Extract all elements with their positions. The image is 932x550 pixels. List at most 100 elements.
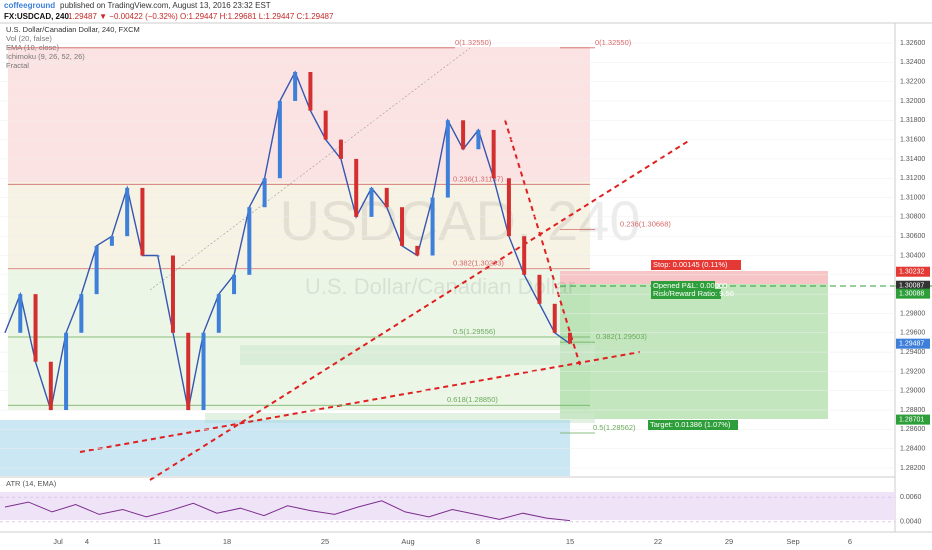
atr-line (4, 500, 571, 522)
x-tick-label: 6 (848, 537, 852, 546)
price-tag-label: 1.29487 (899, 341, 924, 348)
candle (323, 110, 328, 140)
candle (476, 129, 481, 150)
x-tick-label: 18 (223, 537, 231, 546)
atr-band (0, 492, 895, 520)
fib-label: 0(1.32550) (595, 38, 632, 47)
x-tick-label: 11 (153, 537, 161, 546)
y-tick-label: 1.31600 (900, 136, 925, 143)
author: coffeeground (4, 1, 55, 10)
candle (552, 303, 557, 333)
range-box (240, 345, 595, 365)
candle (79, 294, 84, 333)
price-tag (896, 414, 930, 425)
candle (522, 236, 527, 275)
price-tag (896, 266, 930, 277)
price-tag-label: 1.30087 (899, 283, 924, 290)
x-tick-label: Sep (786, 537, 799, 546)
candle (201, 332, 206, 411)
candle (18, 294, 23, 333)
candle (33, 294, 38, 362)
candle (400, 207, 405, 246)
candle (293, 71, 298, 101)
y-tick-label: 1.30800 (900, 214, 925, 221)
y-tick-label: 1.32400 (900, 59, 925, 66)
y-tick-label: 1.28200 (900, 465, 925, 472)
position-box (651, 289, 721, 299)
y-tick-label: 1.30600 (900, 233, 925, 240)
y-tick-label: 1.29000 (900, 388, 925, 395)
x-tick-label: 15 (566, 537, 574, 546)
volume-area (0, 420, 570, 476)
candle (247, 207, 252, 275)
position-label: Risk/Reward Ratio: 9.56 (653, 289, 734, 298)
candle (369, 187, 374, 217)
position-box (648, 420, 738, 430)
candle (430, 197, 435, 256)
trend-line (504, 119, 581, 366)
y-tick-label: 1.30400 (900, 252, 925, 259)
trend-line (79, 351, 641, 453)
candle (64, 332, 69, 411)
fib-label: 0.236(1.30668) (620, 220, 671, 229)
candle (338, 139, 343, 159)
watermark: USDCAD, 240 (279, 189, 640, 252)
x-tick-label: 8 (476, 537, 480, 546)
price-tag-label: 1.28701 (899, 416, 924, 423)
y-tick-label: 1.28400 (900, 446, 925, 453)
candle (415, 245, 420, 256)
y-tick-label: 1.32000 (900, 98, 925, 105)
x-tick-label: 29 (725, 537, 733, 546)
price-tag (896, 280, 930, 291)
y-tick-label: 1.29600 (900, 330, 925, 337)
fib-label: 0.5(1.28562) (593, 423, 636, 432)
candle (109, 236, 114, 246)
candle (354, 158, 359, 217)
y-tick-label: 1.29400 (900, 349, 925, 356)
x-tick-label: Aug (401, 537, 414, 546)
x-tick-label: 4 (85, 537, 89, 546)
atr-tick-label: 0.0040 (900, 519, 922, 526)
legend-item: U.S. Dollar/Canadian Dollar, 240, FXCM (6, 25, 140, 34)
fib-label: 0.382(1.30263) (453, 259, 504, 268)
y-tick-label: 1.29800 (900, 310, 925, 317)
legend-item: Ichimoku (9, 26, 52, 26) (6, 52, 85, 61)
price-line (4, 70, 571, 411)
candle (48, 361, 53, 411)
price-tag-label: 1.30232 (899, 269, 924, 276)
fib-label: 0.5(1.29556) (453, 327, 496, 336)
y-tick-label: 1.28800 (900, 407, 925, 414)
trend-line (149, 139, 691, 481)
zone-red (8, 47, 590, 182)
y-tick-label: 1.31400 (900, 156, 925, 163)
candle (491, 129, 496, 179)
candle (568, 332, 572, 344)
fib-label: 0.382(1.29503) (596, 332, 647, 341)
range-box (205, 413, 595, 423)
symbol: FX:USDCAD, 240 (4, 12, 69, 21)
candle (186, 332, 191, 411)
y-tick-label: 1.29200 (900, 368, 925, 375)
y-tick-label: 1.31200 (900, 175, 925, 182)
fib-label: 0.236(1.31137) (453, 174, 504, 183)
x-tick-label: 25 (321, 537, 329, 546)
atr-title: ATR (14, EMA) (6, 479, 57, 488)
candle (155, 255, 160, 257)
y-tick-label: 1.32600 (900, 40, 925, 47)
y-tick-label: 1.28600 (900, 426, 925, 433)
candle (461, 120, 466, 150)
fib-trend (149, 47, 471, 291)
price-tag-label: 1.30088 (899, 290, 924, 297)
y-tick-label: 1.31000 (900, 194, 925, 201)
position-label: Opened P&L: 0.00000 (653, 281, 727, 290)
y-tick-label: 1.31800 (900, 117, 925, 124)
candle (232, 274, 237, 295)
legend-item: Fractal (6, 61, 29, 70)
fib-label: 0(1.32550) (455, 38, 492, 47)
candle (94, 245, 99, 295)
candle (506, 178, 511, 237)
candle (384, 187, 389, 208)
candle (216, 294, 221, 333)
candle (125, 187, 130, 237)
